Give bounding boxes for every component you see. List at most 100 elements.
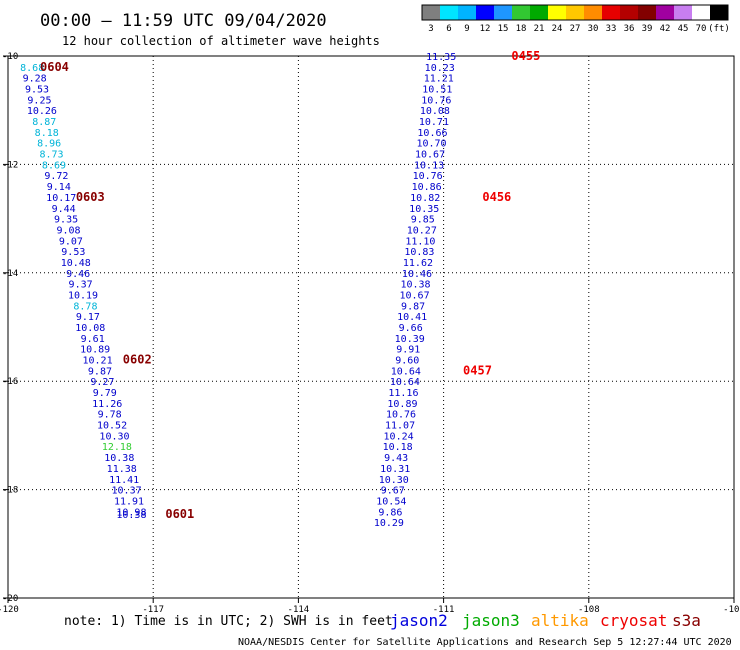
wave-height-value: 10.89 [80,345,110,356]
wave-height-value: 10.51 [422,85,452,96]
colorbar-swatch [440,5,458,20]
wave-height-value: 9.28 [23,74,47,85]
wave-height-values: 8.689.289.539.2510.268.878.188.968.738.6… [20,52,456,529]
colorbar-swatch [494,5,512,20]
axis-ticks: -120 -117 -114 -111 -108 -105 -10 -12 -14 -16 -18 -… [0,52,740,615]
legend-altika: altika [531,611,589,630]
wave-height-value: 11.07 [385,421,415,432]
chart-subtitle: 12 hour collection of altimeter wave hei… [62,34,380,48]
wave-height-value: 10.38 [116,510,146,521]
wave-height-value: 10.71 [419,117,449,128]
wave-height-value: 8.87 [32,117,56,128]
wave-height-value: 10.86 [412,182,442,193]
colorbar-label: 12 [480,24,491,34]
colorbar-swatch [710,5,728,20]
wave-height-value: 10.76 [421,95,451,106]
wave-height-value: 11.38 [107,464,137,475]
colorbar-label: 15 [498,24,509,34]
colorbar-label: 39 [642,24,653,34]
x-tick-label: -111 [433,605,455,615]
wave-height-value: 10.48 [61,258,91,269]
wave-height-value: 10.30 [99,431,129,442]
wave-height-value: 8.78 [73,301,97,312]
colorbar-swatch [656,5,674,20]
wave-height-value: 8.18 [35,128,59,139]
colorbar-label: 6 [446,24,451,34]
colorbar-label: 27 [570,24,581,34]
wave-height-value: 10.35 [409,204,439,215]
plot-frame [7,55,735,599]
wave-height-value: 8.73 [40,150,64,161]
wave-height-value: 10.31 [380,464,410,475]
wave-height-value: 9.78 [98,410,122,421]
pass-time-label: 0603 [76,190,105,204]
wave-height-value: 10.08 [420,106,450,117]
y-tick-label: -20 [2,594,18,604]
wave-height-value: 9.25 [27,95,51,106]
colorbar-label: 21 [534,24,545,34]
colorbar-label: 24 [552,24,563,34]
wave-height-value: 10.76 [413,171,443,182]
wave-height-value: 9.72 [44,171,68,182]
wave-height-value: 9.37 [69,280,93,291]
wave-height-value: 11.41 [109,475,139,486]
wave-height-value: 10.46 [402,269,432,280]
wave-height-value: 11.35 [426,52,456,63]
wave-height-value: 9.43 [384,453,408,464]
wave-height-value: 9.87 [88,366,112,377]
pass-time-labels: 0604 0603 0602 0601 0455 0456 0457 [40,49,540,521]
wave-height-value: 10.66 [417,128,447,139]
colorbar-swatch [638,5,656,20]
wave-height-value: 9.60 [395,356,419,367]
colorbar-swatch [476,5,494,20]
legend-jason3: jason3 [462,611,520,630]
colorbar-label: 3 [428,24,433,34]
wave-height-value: 10.18 [383,442,413,453]
wave-height-value: 11.62 [403,258,433,269]
colorbar-swatch [458,5,476,20]
wave-height-value: 10.64 [391,366,421,377]
wave-height-value: 8.69 [42,160,66,171]
wave-height-value: 10.29 [374,518,404,529]
wave-height-value: 9.53 [61,247,85,258]
wave-height-value: 9.66 [399,323,423,334]
wave-height-value: 10.38 [400,280,430,291]
wave-height-value: 8.96 [37,139,61,150]
colorbar-label: 18 [516,24,527,34]
y-tick-label: -12 [2,160,18,170]
wave-height-value: 9.35 [54,215,78,226]
wave-height-value: 10.23 [425,63,455,74]
colorbar-swatch [548,5,566,20]
wave-height-value: 9.44 [52,204,76,215]
wave-height-value: 11.16 [388,388,418,399]
x-tick-label: -120 [0,605,19,615]
legend-cryosat: cryosat [600,611,667,630]
x-tick-label: -117 [142,605,164,615]
units-note: note: 1) Time is in UTC; 2) SWH is in fe… [64,614,393,629]
y-tick-label: -14 [2,269,18,279]
y-tick-label: -18 [2,486,18,496]
colorbar-swatch [566,5,584,20]
wave-height-value: 10.67 [400,290,430,301]
credit-footer: NOAA/NESDIS Center for Satellite Applica… [238,637,732,648]
y-tick-label: -10 [2,52,18,62]
colorbar-swatch [530,5,548,20]
wave-height-value: 10.89 [387,399,417,410]
wave-height-value: 9.79 [93,388,117,399]
wave-height-value: 10.54 [376,496,406,507]
wave-height-value: 9.14 [47,182,71,193]
wave-height-value: 10.17 [46,193,76,204]
wave-height-value: 10.13 [414,160,444,171]
satellite-legend: jason2 jason3 altika cryosat s3a [390,611,701,630]
wave-height-value: 11.21 [424,74,454,85]
wave-height-value: 9.07 [59,236,83,247]
wave-height-value: 9.53 [25,85,49,96]
wave-height-value: 10.19 [68,290,98,301]
wave-height-value: 10.37 [112,486,142,497]
wave-height-value: 9.08 [56,225,80,236]
wave-height-value: 9.46 [66,269,90,280]
wave-height-value: 11.26 [92,399,122,410]
colorbar-label: 30 [588,24,599,34]
colorbar-label: 70 [696,24,707,34]
